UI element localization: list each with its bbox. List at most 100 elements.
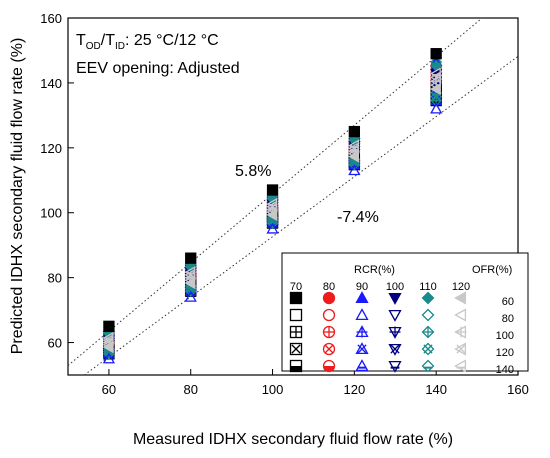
data-markers xyxy=(102,48,443,364)
marker-shape xyxy=(355,291,369,304)
marker xyxy=(355,359,369,372)
marker xyxy=(429,67,441,80)
marker-shape xyxy=(185,252,197,264)
legend-ofr-value: 100 xyxy=(496,330,514,342)
eev-annotation: EEV opening: Adjusted xyxy=(76,60,240,77)
legend-ofr-value: 120 xyxy=(496,347,514,359)
marker-shape xyxy=(289,308,303,322)
x-tick-label: 160 xyxy=(507,382,529,397)
marker xyxy=(388,326,402,339)
marker-stroke xyxy=(291,344,301,354)
marker xyxy=(185,252,197,264)
legend-rcr-value: 70 xyxy=(290,281,302,293)
marker xyxy=(103,320,115,332)
marker xyxy=(266,184,279,196)
marker xyxy=(355,291,369,304)
marker xyxy=(388,360,402,373)
marker xyxy=(289,325,303,339)
error-lines xyxy=(67,17,519,376)
marker-shape xyxy=(322,308,336,322)
marker-shape xyxy=(430,48,442,60)
marker xyxy=(266,197,278,211)
legend-rcr-value: 80 xyxy=(323,281,335,293)
marker xyxy=(348,139,360,152)
marker xyxy=(322,359,336,373)
marker-shape xyxy=(289,342,303,356)
x-axis-label: Measured IDHX secondary fluid flow rate … xyxy=(133,431,453,448)
marker-fill xyxy=(290,366,302,372)
marker-shape xyxy=(348,125,361,138)
marker xyxy=(322,308,336,322)
legend-grid: 70 80 90 100 110 120 60 80 100 120 140 xyxy=(289,281,514,376)
x-tick-label: 140 xyxy=(425,382,447,397)
marker xyxy=(184,266,196,279)
marker-shape xyxy=(454,359,467,373)
x-tick-label: 120 xyxy=(344,382,366,397)
y-axis-label: Predicted IDHX secondary fluid flow rate… xyxy=(9,38,26,355)
legend-rcr-value: 120 xyxy=(452,281,470,293)
legend-ofr-value: 60 xyxy=(502,296,514,308)
marker-shape xyxy=(266,222,279,234)
marker xyxy=(289,291,303,305)
x-tick-label: 60 xyxy=(102,382,116,397)
marker-shape xyxy=(355,342,369,355)
marker-shape xyxy=(102,352,116,364)
marker xyxy=(102,352,116,364)
marker xyxy=(322,325,336,339)
marker-shape xyxy=(421,308,435,322)
marker-shape xyxy=(388,309,402,322)
legend-ofr-value: 140 xyxy=(496,364,514,376)
marker-shape xyxy=(430,102,443,114)
marker xyxy=(348,125,361,138)
axis-ticks: 60 80 100 120 140 160 60 80 100 120 140 160 xyxy=(40,11,529,397)
marker xyxy=(421,291,435,305)
marker xyxy=(322,291,336,305)
legend-rcr-value: 90 xyxy=(356,281,368,293)
marker xyxy=(355,325,369,338)
y-tick-label: 160 xyxy=(40,11,62,26)
marker xyxy=(454,291,467,305)
marker-stroke xyxy=(456,344,466,354)
x-tick-label: 100 xyxy=(262,382,284,397)
marker xyxy=(388,292,402,305)
y-tick-label: 120 xyxy=(40,141,62,156)
marker-stroke xyxy=(390,344,400,354)
marker-stroke xyxy=(324,344,334,354)
legend-ofr-title: OFR(%) xyxy=(472,264,512,276)
legend-ofr-value: 80 xyxy=(502,313,514,325)
marker-shape xyxy=(355,308,369,321)
marker-shape xyxy=(103,320,115,332)
marker xyxy=(454,308,467,322)
marker-shape xyxy=(430,56,443,68)
marker xyxy=(102,331,114,345)
y-tick-label: 140 xyxy=(40,76,62,91)
marker-shape xyxy=(454,342,467,356)
legend-rcr-title: RCR(%) xyxy=(354,264,395,276)
legend-rcr-value: 100 xyxy=(386,281,404,293)
upper-error-label: 5.8% xyxy=(235,163,271,180)
marker-shape xyxy=(454,308,467,322)
marker xyxy=(421,359,435,373)
lower-error-label: -7.4% xyxy=(337,209,379,226)
marker xyxy=(421,325,435,339)
y-tick-label: 60 xyxy=(48,336,62,351)
condition-annotation: TOD/TID: 25 °C/12 °C xyxy=(76,32,219,52)
marker xyxy=(388,309,402,322)
marker xyxy=(348,164,361,176)
marker xyxy=(289,342,303,356)
marker-stroke xyxy=(423,344,433,354)
marker xyxy=(289,359,303,373)
marker-fill xyxy=(323,366,335,372)
y-tick-label: 80 xyxy=(48,271,62,286)
marker xyxy=(454,325,467,339)
marker xyxy=(421,308,435,322)
marker xyxy=(430,56,443,68)
marker-shape xyxy=(454,291,467,305)
marker-shape xyxy=(388,292,402,305)
legend-box xyxy=(281,252,529,372)
error-line xyxy=(84,56,519,376)
marker xyxy=(266,222,279,234)
marker-shape xyxy=(421,359,435,373)
marker-shape xyxy=(322,342,336,356)
marker xyxy=(430,48,442,60)
